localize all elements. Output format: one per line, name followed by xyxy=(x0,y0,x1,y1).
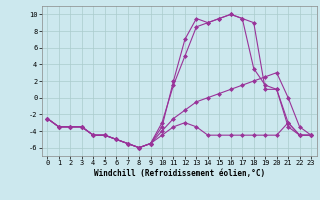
X-axis label: Windchill (Refroidissement éolien,°C): Windchill (Refroidissement éolien,°C) xyxy=(94,169,265,178)
